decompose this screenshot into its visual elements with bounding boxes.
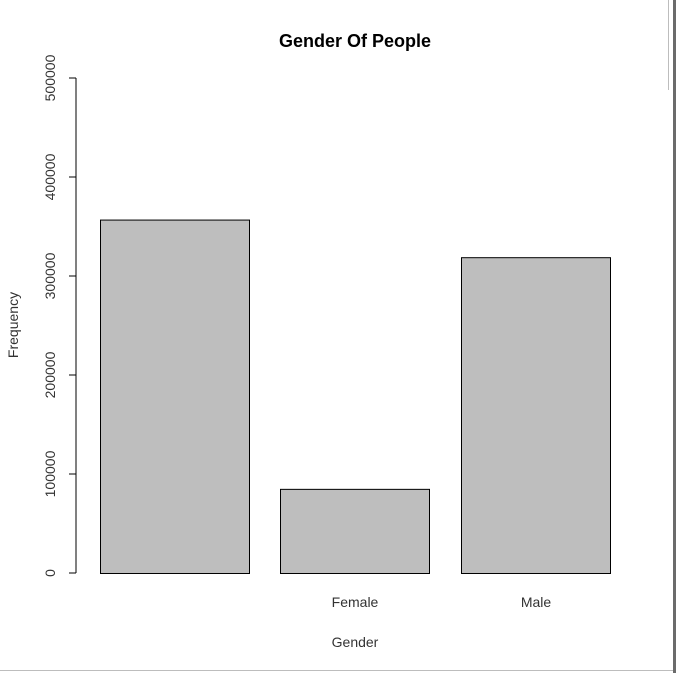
bars <box>100 219 611 575</box>
x-tick-label: Female <box>332 594 379 610</box>
bar-male <box>461 257 611 574</box>
y-tick-label: 0 <box>42 569 58 577</box>
x-tick-label: Male <box>521 594 552 610</box>
y-tick-label: 500000 <box>42 54 58 101</box>
y-axis-label: Frequency <box>5 292 21 358</box>
y-axis: 0 100000 200000 300000 400000 500000 <box>42 54 77 577</box>
window-edge-right <box>673 0 676 673</box>
bar-unlabeled <box>100 219 250 574</box>
bar-female <box>280 488 430 575</box>
x-axis-label: Gender <box>332 634 379 650</box>
y-tick-label: 400000 <box>42 153 58 200</box>
y-tick-label: 200000 <box>42 351 58 398</box>
y-tick-label: 100000 <box>42 450 58 497</box>
window-edge-bottom <box>0 670 673 671</box>
window-edge-inner <box>668 0 669 90</box>
x-tick-labels: Female Male <box>332 594 552 610</box>
y-tick-label: 300000 <box>42 252 58 299</box>
chart-title: Gender Of People <box>279 31 431 51</box>
